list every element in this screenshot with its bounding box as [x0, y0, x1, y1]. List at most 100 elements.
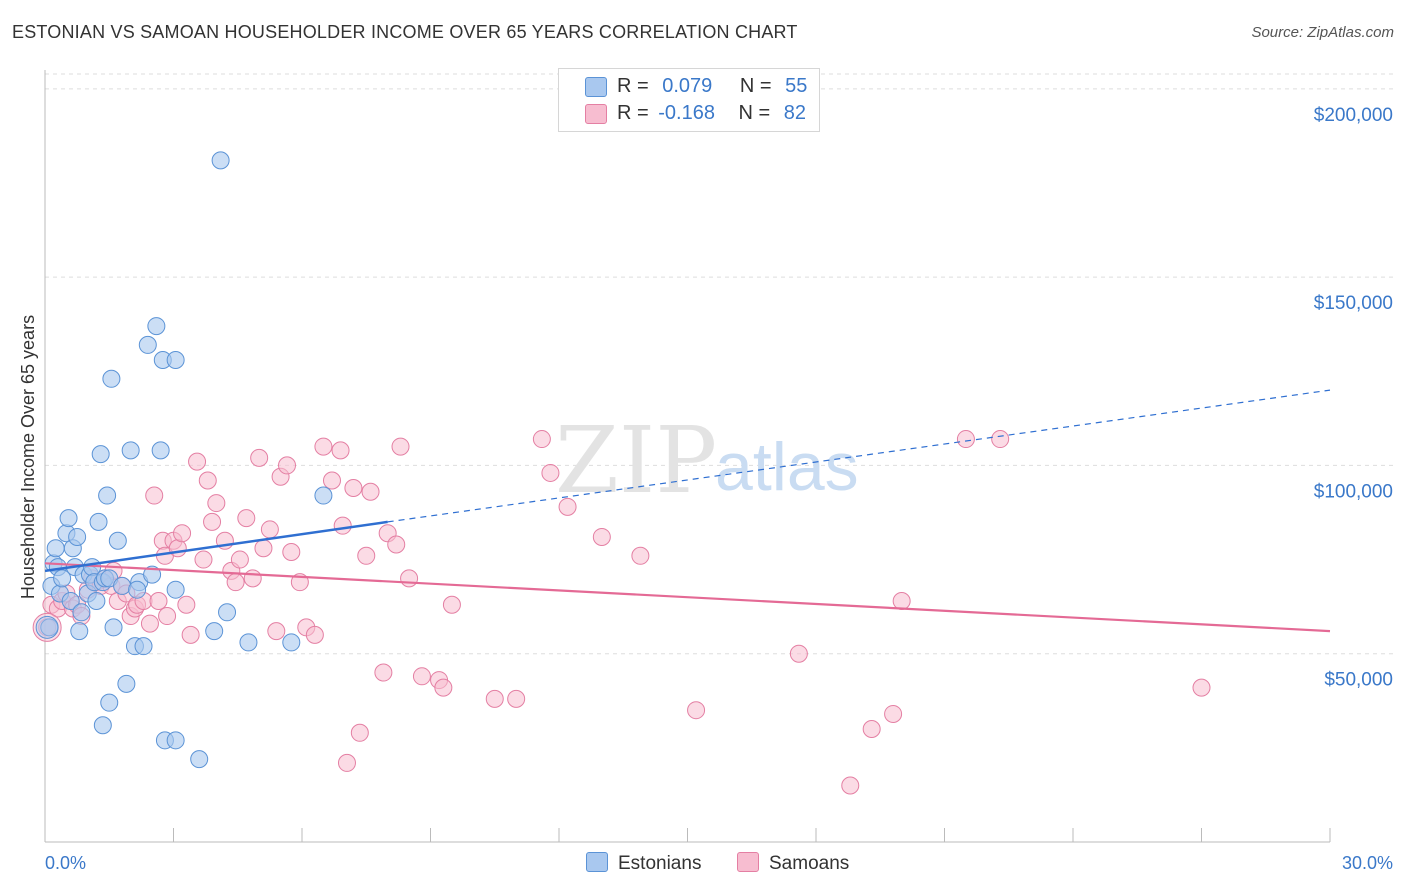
samoans-point — [337, 753, 356, 772]
samoans-point — [278, 456, 297, 475]
x-tick-label: 0.0% — [45, 853, 86, 873]
samoans-point — [140, 614, 159, 633]
samoans-point — [789, 644, 808, 663]
samoans-point — [1192, 678, 1211, 697]
samoans-point — [541, 463, 560, 482]
grid-lines — [45, 73, 1395, 655]
samoans-point — [631, 546, 650, 565]
watermark-zip: ZIP — [555, 407, 717, 514]
samoans-point — [687, 701, 706, 720]
estonians-n-label: N = — [739, 75, 772, 97]
samoans-point — [991, 430, 1010, 449]
estonians-point — [143, 565, 162, 584]
samoans-point — [331, 441, 350, 460]
source-label: Source: ZipAtlas.com — [1251, 24, 1394, 41]
axes — [44, 70, 1331, 843]
samoans-point — [168, 539, 187, 558]
estonians-point — [113, 576, 132, 595]
estonians-point — [314, 486, 333, 505]
samoans-point — [173, 524, 192, 543]
samoans-point — [532, 430, 551, 449]
estonians-swatch — [585, 77, 607, 97]
samoans-point — [158, 607, 177, 626]
estonians-point-large — [35, 615, 59, 639]
samoans-point — [884, 704, 903, 723]
samoans-point — [412, 667, 431, 686]
estonians-point — [138, 335, 157, 354]
bottom-legend-samoans: Samoans — [737, 852, 849, 875]
samoans-point — [145, 486, 164, 505]
samoans-point — [250, 448, 269, 467]
samoans-point — [400, 569, 419, 588]
samoans-point — [177, 595, 196, 614]
samoans-point — [333, 516, 352, 535]
samoans-point — [260, 520, 279, 539]
samoans-r-value: -0.168 — [658, 102, 715, 124]
x-tick-label: 30.0% — [1342, 853, 1393, 873]
samoans-point — [203, 512, 222, 531]
samoans-point — [374, 663, 393, 682]
samoans-point — [361, 482, 380, 501]
estonians-point — [59, 509, 78, 528]
samoans-point — [254, 539, 273, 558]
estonians-point — [218, 603, 237, 622]
chart-title: ESTONIAN VS SAMOAN HOUSEHOLDER INCOME OV… — [12, 22, 798, 42]
watermark-atlas: atlas — [715, 429, 859, 505]
samoans-trend-line — [44, 562, 1331, 633]
samoans-point — [485, 689, 504, 708]
y-tick-label: $50,000 — [1324, 670, 1393, 691]
estonians-point — [147, 317, 166, 336]
estonians-point — [166, 580, 185, 599]
samoans-point — [198, 471, 217, 490]
estonians-point — [108, 531, 127, 550]
samoans-point — [841, 776, 860, 795]
samoans-point — [267, 622, 286, 641]
samoans-point — [230, 550, 249, 569]
estonians-points — [35, 151, 333, 769]
estonians-point — [282, 633, 301, 652]
samoans-point — [391, 437, 410, 456]
samoans-point — [243, 569, 262, 588]
estonians-point — [87, 591, 106, 610]
estonians-point — [121, 441, 140, 460]
y-axis-label: Householder Income Over 65 years — [18, 315, 38, 599]
samoans-point — [592, 527, 611, 546]
estonians-point — [61, 591, 80, 610]
estonians-point — [98, 486, 117, 505]
estonians-n-value: 55 — [785, 75, 808, 97]
samoans-point — [305, 625, 324, 644]
estonians-point — [166, 731, 185, 750]
samoans-point — [956, 430, 975, 449]
estonians-point — [134, 637, 153, 656]
samoans-point — [442, 595, 461, 614]
samoans-point — [344, 479, 363, 498]
estonians-point — [128, 580, 147, 599]
samoans-point — [507, 689, 526, 708]
estonians-point — [72, 603, 91, 622]
estonians-point — [53, 569, 72, 588]
y-tick-label: $200,000 — [1314, 105, 1393, 126]
bottom-samoans-swatch — [737, 852, 759, 872]
samoans-point — [322, 471, 341, 490]
bottom-estonians-label: Estonians — [618, 853, 702, 874]
y-tick-label: $150,000 — [1314, 293, 1393, 314]
estonians-point — [70, 622, 89, 641]
samoans-n-label: N = — [738, 102, 771, 124]
correlation-legend: R = 0.079 N = 55 R = -0.168 N = 82 — [558, 68, 820, 132]
estonians-point — [205, 622, 224, 641]
estonians-point — [211, 151, 230, 170]
samoans-point — [434, 678, 453, 697]
estonians-point — [91, 445, 110, 464]
estonians-point — [104, 618, 123, 637]
estonians-trend-extension — [387, 389, 1331, 523]
samoans-n-value: 82 — [783, 102, 807, 124]
samoans-point — [207, 494, 226, 513]
estonians-point — [102, 369, 121, 388]
samoans-point — [387, 535, 406, 554]
estonians-point — [89, 512, 108, 531]
samoans-point — [181, 625, 200, 644]
estonians-point — [68, 527, 87, 546]
trend-lines — [44, 389, 1331, 633]
estonians-point — [117, 674, 136, 693]
